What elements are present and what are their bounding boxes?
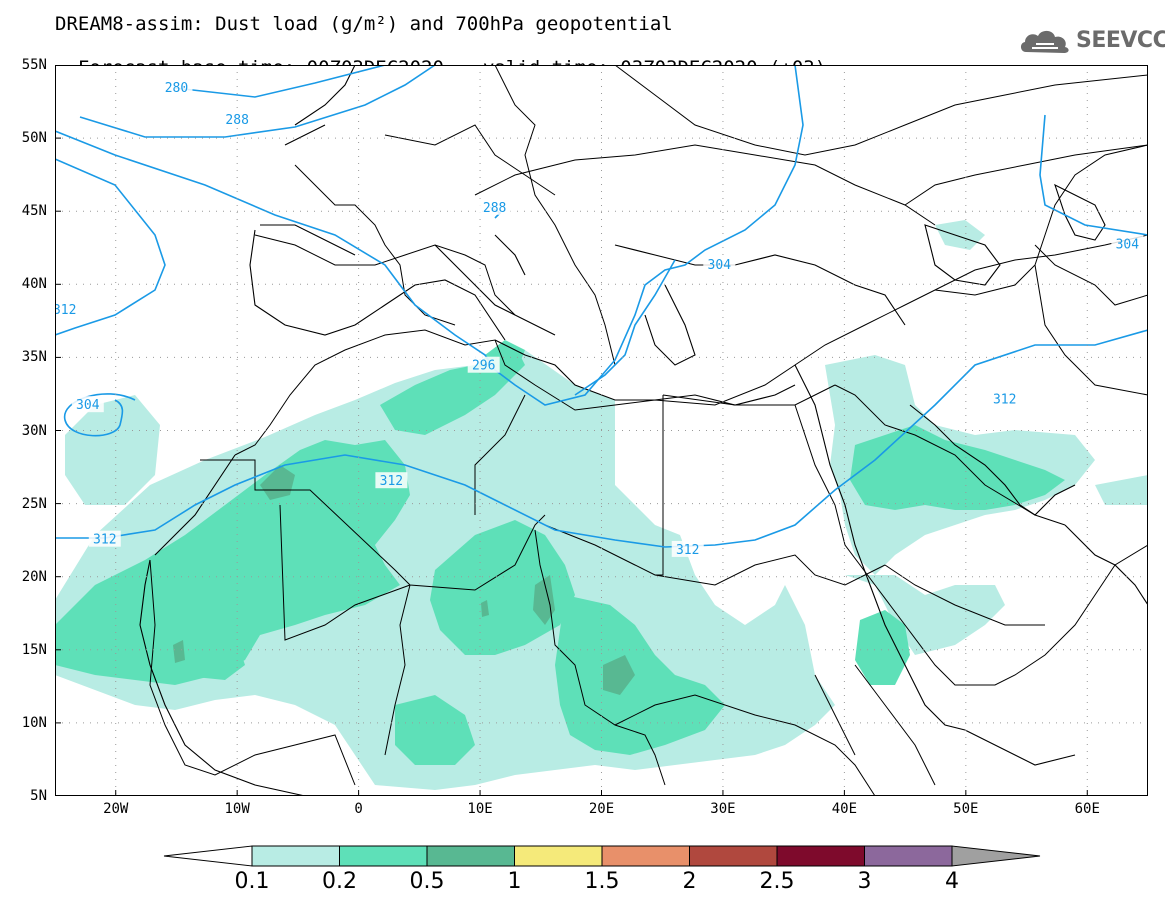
contour-labels: 280 288 288 296 304 304 304 312 312 312 312 312	[55, 78, 1144, 558]
contour-label-bg	[375, 472, 408, 489]
contour-label: 304	[708, 258, 732, 273]
lat-tick-label: 25N	[21, 495, 47, 512]
colorbar-swatch	[864, 845, 953, 867]
contour-label: 296	[472, 359, 495, 374]
contour-label: 312	[380, 474, 403, 489]
colorbar-swatch	[339, 845, 428, 867]
lat-tick-label: 5N	[30, 788, 47, 804]
coastlines	[139, 65, 1148, 796]
lon-tick-label: 40E	[831, 801, 858, 817]
contour-label: 288	[225, 113, 248, 128]
colorbar-under-arrow	[163, 845, 253, 867]
colorbar-label: 3	[857, 869, 872, 894]
colorbar-label: 0.1	[234, 869, 270, 894]
lat-tick-label: 55N	[21, 57, 47, 73]
colorbar-label: 1.5	[584, 869, 620, 894]
contour-label-bg	[478, 198, 511, 215]
colorbar-label: 0.5	[409, 869, 445, 894]
logo-text: SEEVCCC	[1076, 28, 1165, 53]
contour-label-bg	[1111, 235, 1144, 252]
cloud-icon	[1020, 30, 1069, 53]
contour-label-bg	[988, 390, 1021, 407]
contour-label-bg	[703, 255, 736, 272]
map-grid	[55, 65, 1148, 796]
lat-tick-label: 30N	[21, 422, 47, 439]
contour-296	[55, 65, 804, 406]
lon-tick-label: 30E	[710, 801, 736, 817]
lon-tick-label: 20E	[588, 801, 615, 817]
dust-level-high	[173, 465, 635, 695]
lat-tick-label: 50N	[21, 130, 47, 147]
contour-label-bg	[55, 301, 81, 318]
contour-label-bg	[221, 111, 254, 128]
contour-label-bg	[467, 356, 500, 373]
lon-tick-label: 10E	[467, 801, 493, 817]
geopotential-contours	[55, 65, 1148, 548]
lat-tick-label: 40N	[21, 276, 47, 293]
lat-tick-label: 35N	[21, 349, 47, 366]
contour-label: 288	[483, 201, 506, 216]
colorbar-swatch	[689, 845, 778, 867]
map-title: DREAM8-assim: Dust load (g/m²) and 700hP…	[55, 13, 673, 35]
colorbar-swatch	[776, 845, 865, 867]
colorbar-swatch	[514, 845, 603, 867]
contour-label: 312	[993, 392, 1016, 407]
contour-label: 280	[165, 81, 188, 96]
contour-288-north	[79, 65, 436, 138]
contour-label: 304	[1116, 237, 1140, 252]
colorbar-swatch	[426, 845, 515, 867]
colorbar-label: 2	[682, 869, 697, 894]
country-borders	[149, 65, 1148, 796]
lat-tick-label: 20N	[21, 568, 47, 585]
contour-label: 304	[76, 398, 100, 413]
contour-label-bg	[71, 396, 104, 413]
contour-280	[174, 65, 386, 98]
contour-304-east	[1039, 114, 1148, 236]
contour-label-bg	[160, 78, 193, 95]
contour-label-bg	[671, 540, 704, 557]
colorbar-label: 4	[945, 869, 959, 894]
contour-304-balkans	[574, 259, 676, 396]
colorbar-label: 2.5	[759, 869, 795, 894]
lon-tick-label: 10W	[224, 801, 250, 817]
axis-ticks	[55, 65, 1088, 796]
contour-label: 312	[55, 303, 76, 318]
colorbar-over-arrow	[951, 845, 1041, 867]
colorbar-swatch	[601, 845, 690, 867]
seevccc-logo: SEEVCCC	[1018, 26, 1165, 58]
colorbar-label: 0.2	[322, 869, 357, 894]
contour-label: 312	[676, 543, 699, 558]
lon-tick-label: 60E	[1074, 801, 1100, 817]
contour-label: 312	[93, 533, 116, 548]
lat-tick-label: 15N	[21, 641, 47, 658]
lat-tick-label: 45N	[21, 203, 47, 220]
contour-312-main	[55, 329, 1148, 548]
lon-tick-label: 0	[354, 801, 363, 817]
lon-tick-label: 50E	[953, 801, 979, 817]
contour-304-west	[64, 393, 136, 437]
lon-tick-label: 20W	[103, 801, 129, 817]
colorbar-swatch	[251, 845, 340, 867]
contour-label-bg	[88, 530, 121, 547]
dust-load-map: 280 288 288 296 304 304 304 312 312 312 312 312	[55, 65, 1148, 796]
lat-tick-label: 10N	[21, 714, 47, 731]
dust-colorbar	[163, 845, 1041, 867]
contour-312-west	[55, 158, 166, 336]
colorbar-label: 1	[507, 869, 522, 894]
